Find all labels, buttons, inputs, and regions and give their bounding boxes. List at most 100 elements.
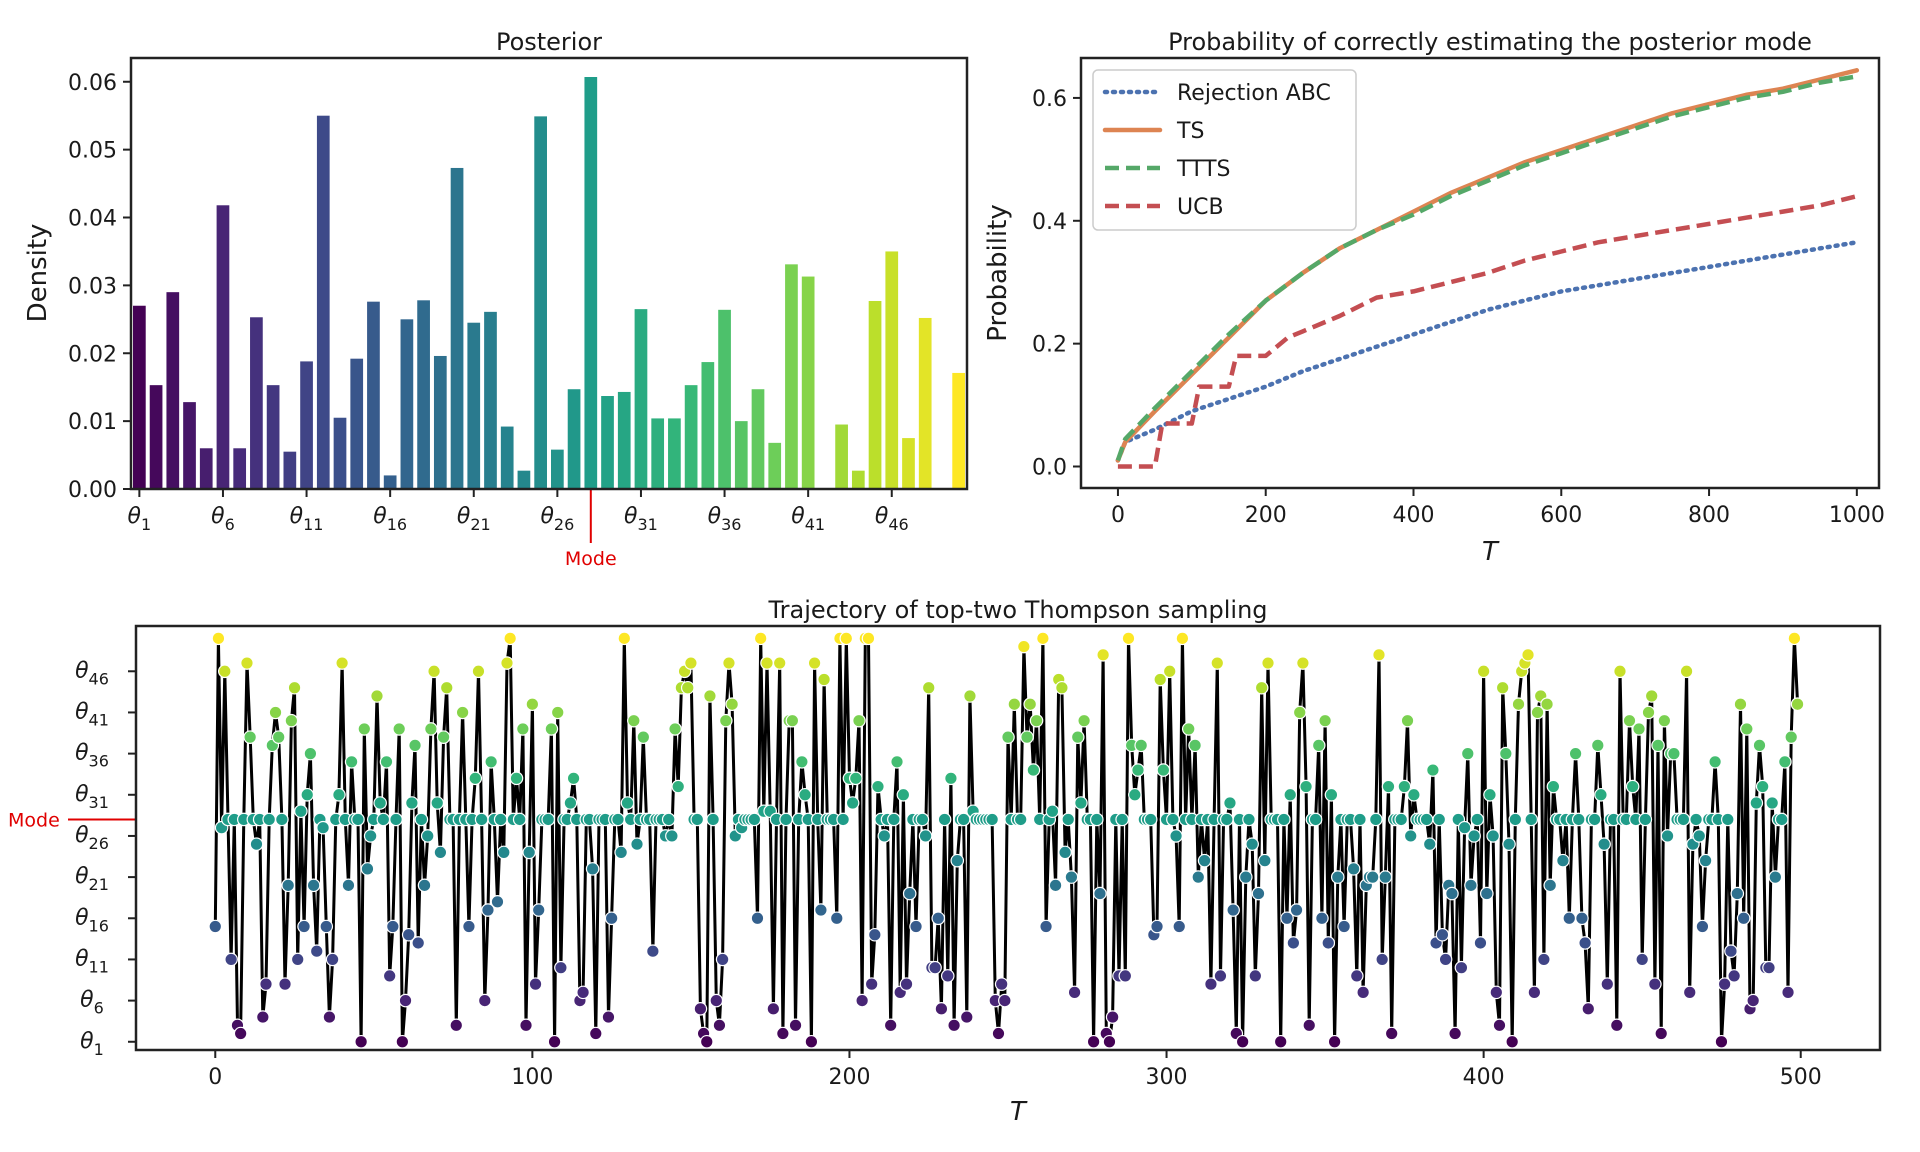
trajectory-point (566, 771, 581, 786)
trajectory-point (1105, 1010, 1120, 1024)
probability-xtick-label: 600 (1540, 503, 1582, 528)
trajectory-point (848, 771, 863, 786)
trajectory-point (1600, 977, 1615, 991)
probability-xtick-label: 800 (1688, 503, 1730, 528)
trajectory-point (1568, 746, 1583, 761)
trajectory-ytick-label-sym: θ (75, 905, 89, 930)
trajectory-point (249, 837, 264, 851)
trajectory-point (1283, 787, 1298, 802)
trajectory-point (1350, 969, 1364, 983)
posterior-xtick-label: θ21 (457, 504, 491, 534)
trajectory-point (788, 1018, 803, 1033)
posterior-bar (601, 396, 614, 489)
trajectory-point (1204, 977, 1218, 991)
trajectory-point (1102, 1034, 1117, 1049)
trajectory-point (871, 779, 885, 794)
trajectory-point (604, 911, 619, 926)
trajectory-point (991, 1026, 1006, 1041)
posterior-bar (902, 438, 915, 489)
trajectory-point (500, 656, 514, 670)
trajectory-point (1644, 689, 1659, 703)
trajectory-point (1492, 1018, 1507, 1033)
trajectory-point (519, 1018, 533, 1033)
trajectory-ytick-label: θ41 (75, 699, 109, 729)
trajectory-point (1226, 903, 1240, 917)
trajectory-point (332, 787, 346, 802)
trajectory-point (1594, 787, 1608, 802)
trajectory-point (750, 911, 765, 926)
trajectory-point (1524, 812, 1538, 827)
trajectory-point (772, 656, 787, 670)
trajectory-point (706, 812, 720, 827)
trajectory-point (1308, 812, 1323, 827)
posterior-bar (300, 361, 313, 489)
trajectory-point (287, 680, 302, 695)
trajectory-point (1337, 919, 1351, 934)
trajectory-point (1774, 812, 1789, 827)
trajectory-point (665, 829, 679, 843)
posterior-bar (484, 311, 497, 489)
trajectory-point (547, 1034, 562, 1049)
trajectory-point (1480, 886, 1494, 901)
trajectory-point (1422, 837, 1437, 851)
trajectory-ytick-label-sym: θ (75, 782, 89, 807)
trajectory-point (319, 919, 334, 934)
trajectory-ytick-label: θ36 (75, 741, 109, 771)
trajectory-point (1752, 738, 1767, 753)
trajectory-point (1089, 812, 1104, 827)
trajectory-point (804, 1034, 819, 1049)
trajectory-point (1318, 713, 1332, 728)
trajectory-point (1765, 796, 1779, 810)
posterior-bar (149, 385, 163, 489)
trajectory-point (1625, 779, 1640, 794)
trajectory-point (1013, 812, 1028, 827)
trajectory-point (994, 977, 1009, 991)
posterior-xtick-label-sym: θ (875, 504, 889, 529)
posterior-bar (383, 475, 397, 489)
trajectory-point (1143, 812, 1158, 827)
trajectory-point (947, 1018, 961, 1033)
posterior-xtick-label-sym: θ (540, 504, 554, 529)
trajectory-point (1245, 837, 1259, 851)
trajectory-point (449, 1018, 464, 1033)
posterior-xtick-label-sym: θ (457, 504, 471, 529)
trajectory-ytick-label-sub: 11 (89, 957, 109, 976)
trajectory-point (1191, 870, 1206, 884)
trajectory-point (1486, 829, 1500, 843)
posterior-bar (718, 309, 731, 489)
posterior-bar (183, 402, 196, 489)
trajectory-point (1749, 796, 1764, 810)
trajectory-title: Trajectory of top-two Thompson sampling (767, 596, 1267, 624)
trajectory-point (1508, 812, 1523, 827)
probability-panel: Probability of correctly estimating the … (983, 28, 1885, 567)
trajectory-point (1251, 886, 1266, 901)
trajectory-point (585, 862, 600, 876)
trajectory-point (1375, 952, 1389, 967)
trajectory-point (211, 631, 226, 646)
trajectory-point (1448, 1026, 1462, 1041)
posterior-bars (133, 77, 965, 490)
trajectory-point (411, 936, 426, 950)
trajectory-ytick-label: θ46 (75, 658, 109, 688)
trajectory-point (1039, 919, 1053, 934)
trajectory-point (921, 680, 936, 695)
trajectory-point (1001, 730, 1015, 744)
posterior-title: Posterior (496, 28, 602, 56)
trajectory-point (1467, 829, 1481, 843)
trajectory-point (1755, 779, 1770, 794)
posterior-ytick-label: 0.05 (68, 139, 117, 164)
trajectory-point (1546, 779, 1561, 794)
trajectory-point (1058, 845, 1072, 860)
trajectory-point (1261, 656, 1275, 670)
trajectory-point (1086, 1034, 1101, 1049)
trajectory-point (703, 689, 717, 703)
posterior-bar (199, 448, 213, 489)
trajectory-point (1651, 738, 1665, 753)
trajectory-point (278, 977, 292, 991)
trajectory-point (360, 862, 375, 876)
trajectory-point (1153, 672, 1168, 687)
trajectory-ytick-label: θ21 (75, 864, 109, 894)
trajectory-point (1403, 829, 1418, 843)
trajectory-point (1641, 705, 1656, 720)
trajectory-point (484, 755, 498, 769)
